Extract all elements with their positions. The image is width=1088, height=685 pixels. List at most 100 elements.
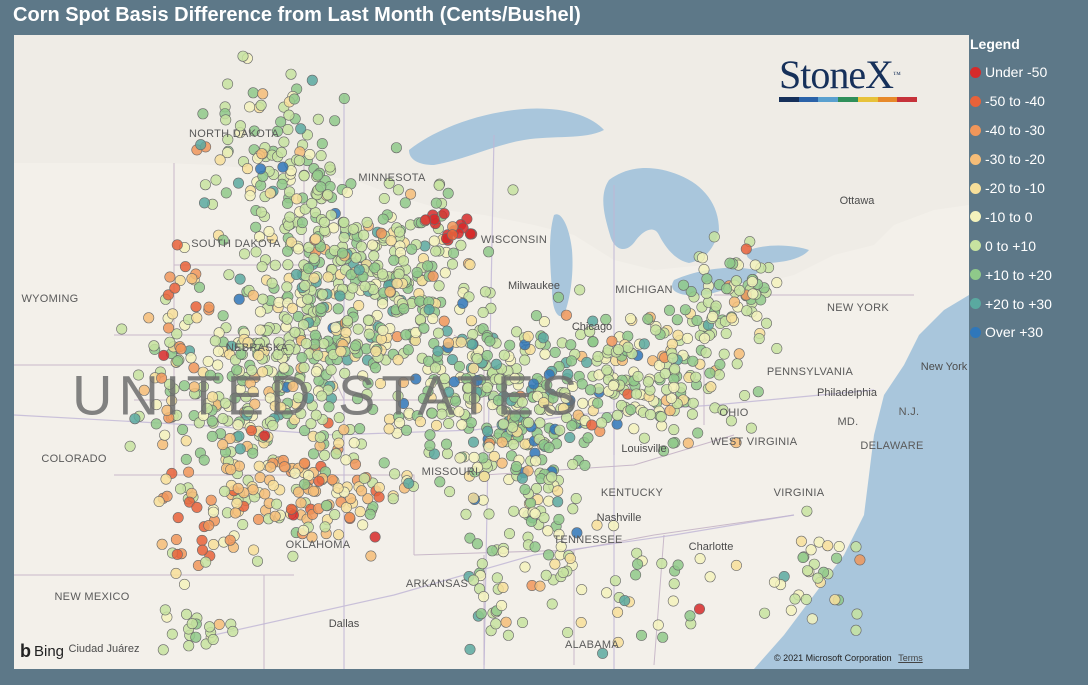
basis-dot[interactable] <box>468 392 480 404</box>
basis-dot[interactable] <box>734 284 746 296</box>
basis-dot[interactable] <box>701 273 713 285</box>
basis-dot[interactable] <box>507 438 519 450</box>
basis-dot[interactable] <box>328 222 340 234</box>
basis-dot[interactable] <box>385 235 397 247</box>
basis-dot[interactable] <box>116 323 128 335</box>
basis-dot[interactable] <box>232 419 244 431</box>
basis-dot[interactable] <box>619 595 631 607</box>
basis-dot[interactable] <box>822 540 834 552</box>
basis-dot[interactable] <box>546 471 558 483</box>
basis-dot[interactable] <box>541 379 553 391</box>
basis-dot[interactable] <box>392 390 404 402</box>
basis-dot[interactable] <box>361 388 373 400</box>
basis-dot[interactable] <box>275 146 287 158</box>
basis-dot[interactable] <box>347 223 359 235</box>
basis-dot[interactable] <box>503 528 515 540</box>
basis-dot[interactable] <box>728 296 740 308</box>
basis-dot[interactable] <box>628 423 640 435</box>
basis-dot[interactable] <box>359 280 371 292</box>
basis-dot[interactable] <box>609 575 621 587</box>
basis-dot[interactable] <box>525 497 537 509</box>
basis-dot[interactable] <box>516 472 528 484</box>
basis-dot[interactable] <box>333 437 345 449</box>
basis-dot[interactable] <box>233 293 245 305</box>
basis-dot[interactable] <box>329 321 341 333</box>
basis-dot[interactable] <box>325 209 337 221</box>
basis-dot[interactable] <box>423 355 435 367</box>
basis-dot[interactable] <box>424 439 436 451</box>
basis-dot[interactable] <box>377 298 389 310</box>
basis-dot[interactable] <box>652 619 664 631</box>
basis-dot[interactable] <box>325 364 337 376</box>
basis-dot[interactable] <box>186 273 198 285</box>
basis-dot[interactable] <box>242 163 254 175</box>
basis-dot[interactable] <box>257 88 269 100</box>
basis-dot[interactable] <box>483 508 495 520</box>
basis-dot[interactable] <box>496 599 508 611</box>
basis-dot[interactable] <box>184 496 196 508</box>
basis-dot[interactable] <box>553 513 565 525</box>
basis-dot[interactable] <box>422 260 434 272</box>
basis-dot[interactable] <box>555 541 567 553</box>
legend-item[interactable]: -20 to -10 <box>970 174 1085 203</box>
basis-dot[interactable] <box>562 626 574 638</box>
basis-dot[interactable] <box>530 455 542 467</box>
basis-dot[interactable] <box>725 415 737 427</box>
basis-dot[interactable] <box>443 417 455 429</box>
basis-dot[interactable] <box>785 604 797 616</box>
basis-dot[interactable] <box>247 289 259 301</box>
basis-dot[interactable] <box>383 177 395 189</box>
basis-dot[interactable] <box>406 243 418 255</box>
basis-dot[interactable] <box>191 312 203 324</box>
basis-dot[interactable] <box>519 561 531 573</box>
basis-dot[interactable] <box>289 326 301 338</box>
basis-dot[interactable] <box>227 625 239 637</box>
basis-dot[interactable] <box>225 463 237 475</box>
legend-item[interactable]: +10 to +20 <box>970 260 1085 289</box>
basis-dot[interactable] <box>340 326 352 338</box>
basis-dot[interactable] <box>266 277 278 289</box>
basis-dot[interactable] <box>600 313 612 325</box>
basis-dot[interactable] <box>428 235 440 247</box>
basis-dot[interactable] <box>319 449 331 461</box>
basis-dot[interactable] <box>370 345 382 357</box>
basis-dot[interactable] <box>269 259 281 271</box>
basis-dot[interactable] <box>291 193 303 205</box>
basis-dot[interactable] <box>443 386 455 398</box>
basis-dot[interactable] <box>829 594 841 606</box>
basis-dot[interactable] <box>708 231 720 243</box>
basis-dot[interactable] <box>257 293 269 305</box>
basis-dot[interactable] <box>625 404 637 416</box>
basis-dot[interactable] <box>581 356 593 368</box>
basis-dot[interactable] <box>285 503 297 515</box>
basis-dot[interactable] <box>483 246 495 258</box>
basis-dot[interactable] <box>478 470 490 482</box>
basis-dot[interactable] <box>446 354 458 366</box>
basis-dot[interactable] <box>246 424 258 436</box>
basis-dot[interactable] <box>252 555 264 567</box>
basis-dot[interactable] <box>730 559 742 571</box>
basis-dot[interactable] <box>800 593 812 605</box>
basis-dot[interactable] <box>308 252 320 264</box>
basis-dot[interactable] <box>304 149 316 161</box>
basis-dot[interactable] <box>166 395 178 407</box>
basis-dot[interactable] <box>447 247 459 259</box>
basis-dot[interactable] <box>427 270 439 282</box>
basis-dot[interactable] <box>306 197 318 209</box>
basis-dot[interactable] <box>179 261 191 273</box>
basis-dot[interactable] <box>348 437 360 449</box>
basis-dot[interactable] <box>303 241 315 253</box>
basis-dot[interactable] <box>446 258 458 270</box>
basis-dot[interactable] <box>622 341 634 353</box>
basis-dot[interactable] <box>174 275 186 287</box>
basis-dot[interactable] <box>207 633 219 645</box>
basis-dot[interactable] <box>612 606 624 618</box>
basis-dot[interactable] <box>340 454 352 466</box>
basis-dot[interactable] <box>255 99 267 111</box>
basis-dot[interactable] <box>272 348 284 360</box>
basis-dot[interactable] <box>523 417 535 429</box>
basis-dot[interactable] <box>369 531 381 543</box>
basis-dot[interactable] <box>464 228 476 240</box>
basis-dot[interactable] <box>471 538 483 550</box>
basis-dot[interactable] <box>442 337 454 349</box>
